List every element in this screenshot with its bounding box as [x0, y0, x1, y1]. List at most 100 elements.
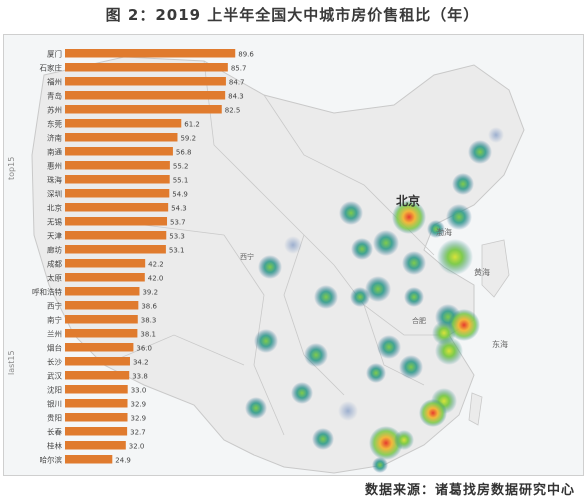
bar-value-label: 33.8: [132, 373, 148, 381]
bar-category-label: 福州: [47, 78, 62, 87]
map-label-donghai: 东海: [492, 339, 508, 349]
bar-category-label: 无锡: [47, 218, 62, 227]
bar-value-label: 32.9: [131, 401, 147, 409]
bar-value-label: 59.2: [180, 135, 196, 143]
bar: [65, 91, 226, 100]
map-label-xining: 西宁: [240, 252, 254, 261]
bar-value-label: 55.2: [173, 163, 189, 171]
bar: [65, 147, 173, 156]
bar-category-label: 南宁: [47, 315, 62, 325]
bar-value-label: 39.2: [142, 289, 158, 297]
bar-category-label: 武汉: [47, 371, 62, 381]
bar-value-label: 85.7: [231, 65, 247, 73]
bar-value-label: 32.0: [129, 443, 145, 451]
bar: [65, 189, 170, 198]
bar-value-label: 53.7: [170, 219, 186, 227]
bar: [65, 133, 178, 142]
bar-value-label: 84.3: [228, 93, 244, 101]
bar-value-label: 82.5: [225, 107, 241, 115]
bar-category-label: 东莞: [47, 119, 62, 129]
bar: [65, 315, 138, 324]
bar-value-label: 38.1: [140, 331, 156, 339]
chart-title: 图 2：2019 上半年全国大中城市房价售租比（年）: [105, 6, 480, 24]
bar-category-label: 廊坊: [47, 245, 62, 255]
bar: [65, 175, 170, 184]
bar-category-label: 天津: [47, 232, 62, 241]
bar-value-label: 24.9: [115, 457, 131, 465]
bar-category-label: 北京: [47, 203, 62, 213]
data-source: 数据来源：诸葛找房数据研究中心: [364, 483, 575, 498]
bar: [65, 371, 130, 380]
bar-category-label: 成都: [47, 259, 62, 269]
bar-value-label: 55.1: [173, 177, 189, 185]
bar-category-label: 长春: [47, 427, 62, 437]
bar: [65, 203, 169, 212]
taiwan-island: [468, 392, 483, 426]
bar-value-label: 34.2: [133, 359, 149, 367]
map-labels: 北京 渤海 黄海 东海 合肥 西宁: [240, 193, 508, 349]
bar-value-label: 42.2: [148, 261, 164, 269]
bar-value-label: 33.0: [131, 387, 147, 395]
bar: [65, 441, 126, 450]
bar-value-label: 54.3: [171, 205, 187, 213]
bar: [65, 77, 226, 86]
map-frame: 北京 渤海 黄海 东海 合肥 西宁 top15 last15 厦门 89.6 石家庄…: [3, 34, 584, 476]
bar-category-label: 长沙: [47, 357, 62, 367]
bar-category-label: 西宁: [47, 301, 62, 311]
bar: [65, 217, 168, 226]
bar-value-label: 32.9: [131, 415, 147, 423]
bar-category-label: 济南: [47, 133, 62, 143]
bar: [65, 455, 113, 464]
bar-category-label: 南通: [47, 147, 62, 157]
bar-value-label: 38.3: [141, 317, 157, 325]
korea-peninsula: [481, 239, 510, 298]
bar-value-label: 61.2: [184, 121, 200, 129]
bar-category-label: 贵阳: [47, 413, 62, 423]
bar-category-label: 石家庄: [40, 63, 63, 73]
bar-category-label: 苏州: [47, 105, 62, 115]
map-label-bohai: 渤海: [436, 227, 452, 237]
bar: [65, 357, 130, 366]
bar: [65, 259, 146, 268]
bar-category-label: 烟台: [47, 343, 62, 353]
bar-category-label: 沈阳: [47, 385, 62, 395]
bar-value-label: 36.0: [136, 345, 152, 353]
bar: [65, 399, 128, 408]
bar-category-label: 青岛: [47, 91, 62, 101]
bar: [65, 119, 182, 128]
bar: [65, 63, 228, 72]
heatmap-chart: 北京 渤海 黄海 东海 合肥 西宁 top15 last15 厦门 89.6 石家庄…: [7, 49, 525, 474]
top15-side-label: top15: [7, 157, 16, 180]
bar-value-label: 32.7: [130, 429, 146, 437]
bar-category-label: 兰州: [47, 329, 62, 339]
bar: [65, 273, 145, 282]
bar: [65, 427, 128, 436]
bar-value-label: 89.6: [238, 51, 254, 59]
map-label-huanghai: 黄海: [474, 267, 490, 277]
bar: [65, 245, 166, 254]
bar-chart: 厦门 89.6 石家庄 85.7 福州 84.7 青岛 84.3 苏州 82.5 东莞 61.2 济南 5…: [32, 49, 254, 465]
bar-value-label: 56.8: [176, 149, 192, 157]
bar-category-label: 哈尔滨: [40, 455, 63, 465]
map-label-beijing: 北京: [396, 193, 420, 208]
bar-category-label: 呼和浩特: [32, 287, 62, 297]
bar-category-label: 深圳: [47, 189, 62, 199]
bar: [65, 343, 134, 352]
bar: [65, 105, 222, 114]
bar-category-label: 银川: [47, 400, 62, 409]
bar: [65, 301, 139, 310]
bar: [65, 161, 170, 170]
bar-category-label: 桂林: [47, 441, 62, 451]
bar-value-label: 54.9: [172, 191, 188, 199]
bar-category-label: 珠海: [47, 175, 62, 185]
bar-value-label: 53.1: [169, 247, 185, 255]
map-label-hefei: 合肥: [412, 316, 426, 325]
bar-value-label: 53.3: [169, 233, 185, 241]
bar-category-label: 太原: [47, 273, 62, 283]
last15-side-label: last15: [7, 350, 16, 375]
bar-category-label: 惠州: [47, 161, 62, 171]
bar: [65, 287, 140, 296]
bar: [65, 329, 138, 338]
bar-value-label: 42.0: [148, 275, 164, 283]
bar: [65, 231, 167, 240]
